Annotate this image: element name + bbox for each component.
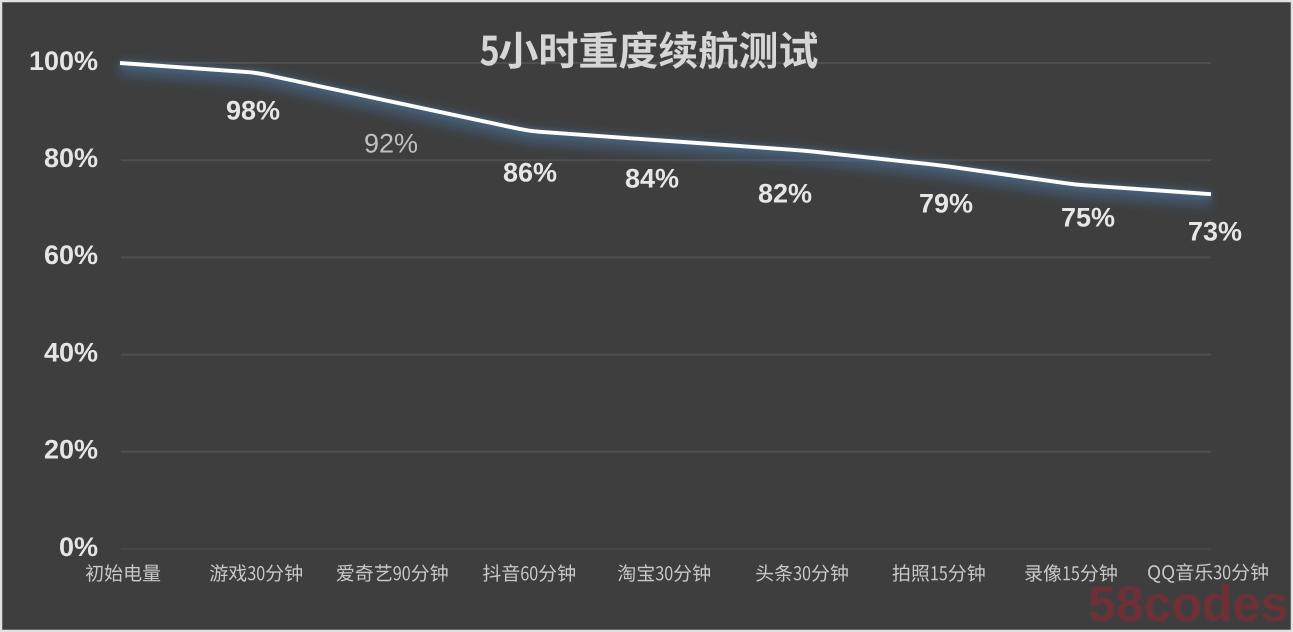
svg-text:20%: 20% [44, 435, 98, 465]
svg-text:100%: 100% [29, 46, 98, 76]
svg-text:86%: 86% [503, 157, 557, 187]
svg-text:80%: 80% [44, 143, 98, 173]
svg-text:79%: 79% [919, 188, 973, 218]
svg-text:40%: 40% [44, 337, 98, 367]
svg-text:60%: 60% [44, 240, 98, 270]
svg-text:98%: 98% [226, 95, 280, 125]
svg-text:92%: 92% [364, 128, 418, 158]
svg-text:82%: 82% [758, 178, 812, 208]
svg-text:58codes: 58codes [1088, 576, 1288, 632]
svg-text:75%: 75% [1061, 202, 1115, 232]
svg-text:0%: 0% [59, 532, 98, 562]
svg-text:73%: 73% [1188, 216, 1242, 246]
svg-text:84%: 84% [625, 163, 679, 193]
